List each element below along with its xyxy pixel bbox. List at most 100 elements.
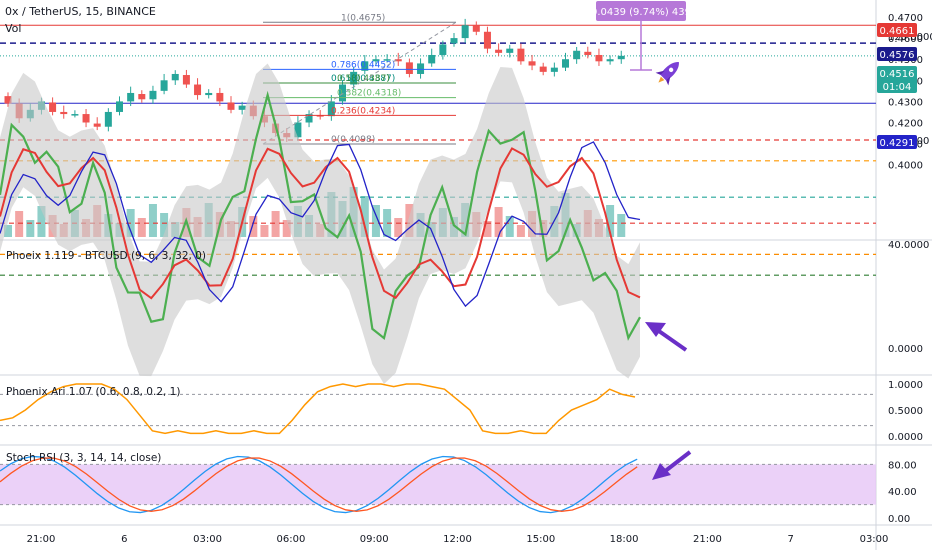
ari-line — [0, 383, 636, 435]
time-tick-label: 15:00 — [526, 534, 555, 545]
candle-body — [383, 59, 391, 61]
volume-bar — [516, 225, 525, 237]
candle-body — [517, 48, 525, 62]
badge-blue — [877, 135, 917, 149]
stoch-tick-label: 80.00 — [888, 460, 917, 471]
time-tick-label: 09:00 — [360, 534, 389, 545]
volume-bar — [148, 204, 157, 237]
volume-bar — [137, 218, 146, 237]
phoenix-tick-label: 0.0000 — [888, 344, 923, 355]
candle-body — [550, 67, 558, 72]
symbol-title: 0x / TetherUS, 15, BINANCE — [5, 5, 156, 18]
price-tick-label: 0.4000 — [888, 161, 923, 172]
candle-body — [394, 59, 402, 62]
phoenix-grey-band — [0, 63, 640, 385]
candle-body — [327, 101, 335, 117]
candle-body — [294, 122, 302, 138]
candle-body — [93, 123, 101, 127]
volume-bar — [371, 205, 380, 237]
time-tick-label: 6 — [121, 534, 127, 545]
fib-level-label: 0.618(0.4387) — [331, 74, 395, 84]
fib-level-label: 0.236(0.4234) — [331, 106, 395, 116]
candle-body — [160, 80, 168, 91]
time-tick-label: 18:00 — [610, 534, 639, 545]
fib-level-label: 0.786(0.4452) — [331, 60, 395, 70]
phoenix-red-line — [0, 147, 641, 300]
volume-bar — [360, 196, 369, 237]
time-tick-label: 21:00 — [27, 534, 56, 545]
fib-trend-line — [262, 21, 457, 145]
candle-body — [60, 111, 68, 115]
fib-level-label: 0.5(0.4387) — [337, 74, 390, 84]
candle-body — [138, 94, 146, 100]
candle-body — [216, 92, 224, 102]
volume-bar — [282, 220, 291, 237]
candle-body — [617, 55, 625, 60]
candle-body — [506, 48, 514, 53]
candle-body — [606, 59, 614, 62]
candle-body — [104, 111, 112, 127]
fib-level-label: 0.382(0.4318) — [337, 89, 401, 99]
candle-body — [417, 63, 425, 74]
volume-bar — [15, 211, 24, 237]
candle-body — [127, 92, 135, 102]
volume-bar — [494, 207, 503, 237]
candle-body — [483, 31, 491, 49]
time-tick-label: 03:00 — [860, 534, 889, 545]
candlesticks — [4, 18, 625, 142]
volume-bar — [606, 205, 615, 237]
volume-label: Vol — [5, 22, 21, 35]
phoenix-blue-line — [0, 141, 641, 308]
badge-top-red — [877, 23, 917, 37]
fib-level-label: 1(0.4675) — [341, 13, 385, 23]
candle-body — [49, 102, 57, 112]
candle-body — [116, 101, 123, 112]
ari-tick-label: 0.5000 — [888, 406, 923, 417]
volume-bar — [4, 225, 12, 237]
volume-bar — [617, 214, 626, 237]
ari-tick-label: 0.0000 — [888, 432, 923, 443]
price-tick-label: 0.4200 — [888, 119, 923, 130]
price-tick-label: 0.4700 — [888, 13, 923, 24]
annotation-arrow-phoenix — [645, 322, 688, 352]
stoch-tick-label: 40.00 — [888, 487, 917, 498]
time-tick-label: 21:00 — [693, 534, 722, 545]
fibonacci-retracement[interactable]: 1(0.4675) 0.786(0.4452) 0.618(0.4387)0.5(0… — [262, 13, 457, 145]
phoenix-tick-label: 120.0000 — [888, 32, 932, 43]
stoch-tick-label: 0.00 — [888, 514, 910, 525]
candle-body — [361, 61, 369, 71]
candle-body — [428, 54, 436, 64]
candle-body — [439, 44, 447, 55]
stoch-band — [0, 464, 876, 505]
annotation-arrow-stoch — [652, 450, 692, 480]
ari-tick-label: 1.0000 — [888, 380, 923, 391]
badge-current-text: 0.4516 — [880, 69, 915, 80]
price-tick-label: 0.4600 — [888, 34, 923, 45]
phoenix-green-line — [0, 90, 641, 341]
time-tick-label: 06:00 — [276, 534, 305, 545]
candle-body — [539, 66, 547, 72]
candle-body — [71, 114, 79, 116]
candle-body — [461, 25, 469, 39]
candle-body — [528, 61, 536, 66]
badge-current — [877, 66, 917, 93]
candle-body — [316, 115, 324, 117]
volume-bar — [271, 211, 280, 237]
candle-body — [573, 50, 581, 60]
candle-body — [149, 90, 157, 100]
candle-body — [372, 59, 380, 62]
candle-body — [182, 75, 190, 85]
volume-bar — [505, 216, 514, 237]
stoch-title: Stoch RSI (3, 3, 14, 14, close) — [6, 452, 161, 464]
volume-bar — [394, 218, 403, 237]
volume-bar — [160, 213, 169, 237]
candle-body — [82, 114, 90, 123]
candle-body — [339, 84, 346, 102]
candle-body — [350, 71, 358, 85]
candle-body — [4, 96, 12, 104]
candle-body — [171, 73, 179, 81]
indicator-panes — [0, 63, 876, 514]
badge-dashed — [877, 47, 917, 61]
measure-box[interactable] — [596, 1, 686, 21]
stoch-d-line — [0, 457, 638, 512]
